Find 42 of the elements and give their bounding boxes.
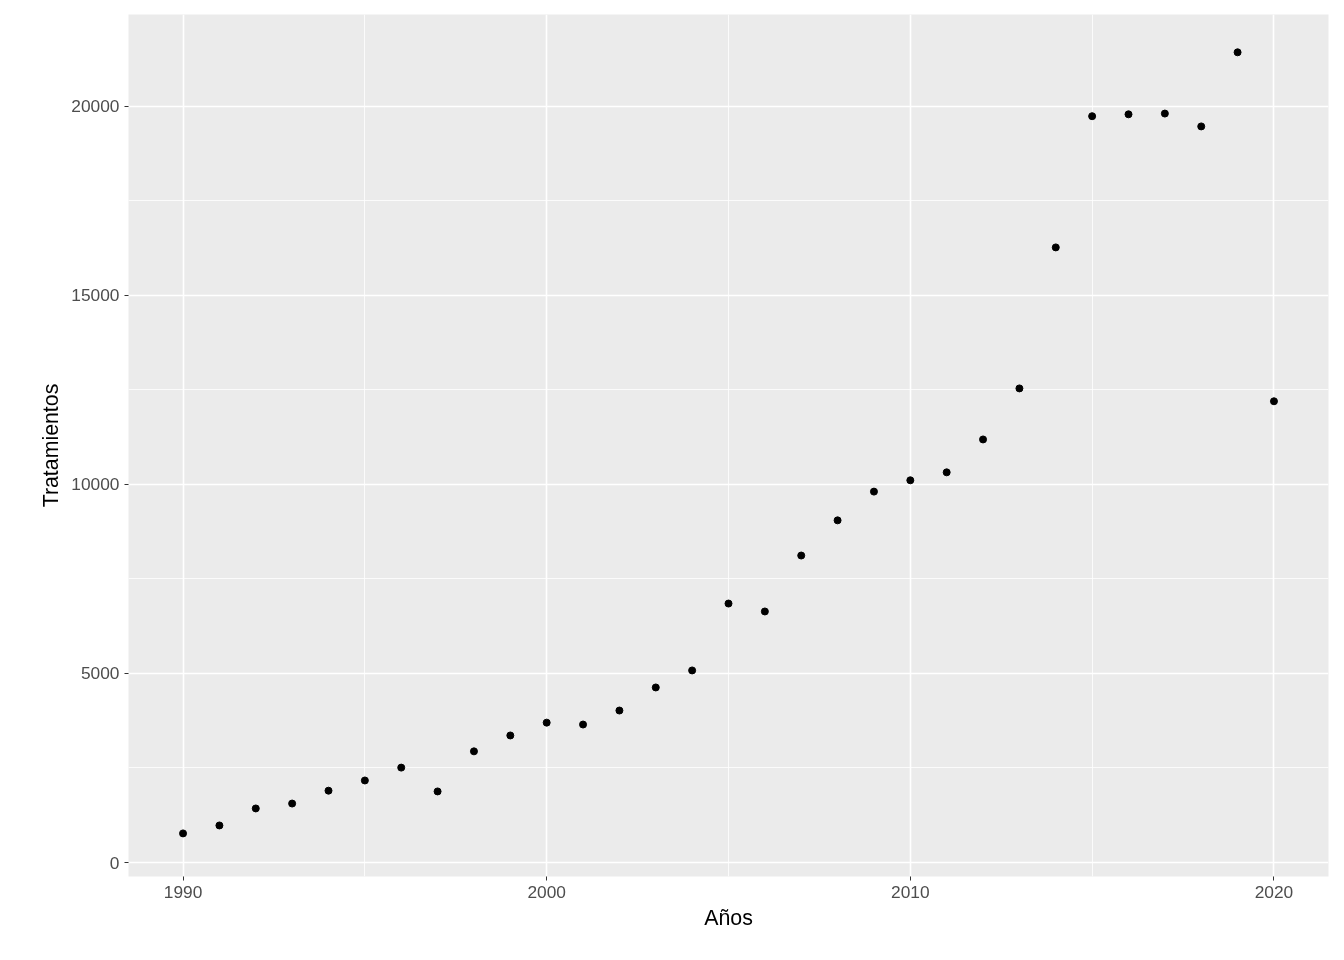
- point: [1088, 112, 1097, 121]
- point: [615, 706, 624, 715]
- x-tick-label: 1990: [163, 881, 203, 902]
- x-tick-label: 2020: [1254, 881, 1294, 902]
- y-tick-label: 0: [109, 852, 120, 873]
- point: [1197, 122, 1206, 131]
- point: [506, 731, 515, 740]
- y-tick-label: 20000: [71, 96, 120, 117]
- point: [1124, 110, 1133, 119]
- y-tick-label: 15000: [71, 285, 120, 306]
- point: [688, 666, 697, 675]
- point: [833, 516, 842, 525]
- point: [942, 468, 951, 477]
- point: [542, 718, 551, 727]
- point: [1160, 109, 1169, 118]
- point: [797, 551, 806, 560]
- point: [869, 487, 878, 496]
- point: [251, 804, 260, 813]
- point: [906, 476, 915, 485]
- point: [179, 829, 188, 838]
- point: [651, 683, 660, 692]
- point: [579, 720, 588, 729]
- x-tick-label: 2000: [527, 881, 566, 902]
- point: [288, 799, 297, 808]
- point: [1269, 397, 1278, 406]
- y-tick-label: 10000: [71, 474, 120, 495]
- point: [1233, 48, 1242, 57]
- point: [469, 747, 478, 756]
- point: [760, 607, 769, 616]
- point: [397, 763, 406, 772]
- point: [724, 599, 733, 608]
- point: [433, 787, 442, 796]
- y-tick-label: 5000: [80, 663, 120, 684]
- point: [1015, 384, 1024, 393]
- y-axis-title: Tratamientos: [39, 383, 64, 508]
- point: [324, 786, 333, 795]
- x-tick-label: 2010: [891, 881, 930, 902]
- x-axis-title: Años: [704, 905, 753, 930]
- point: [215, 821, 224, 830]
- point: [979, 435, 988, 444]
- point: [1051, 243, 1060, 252]
- point: [360, 776, 369, 785]
